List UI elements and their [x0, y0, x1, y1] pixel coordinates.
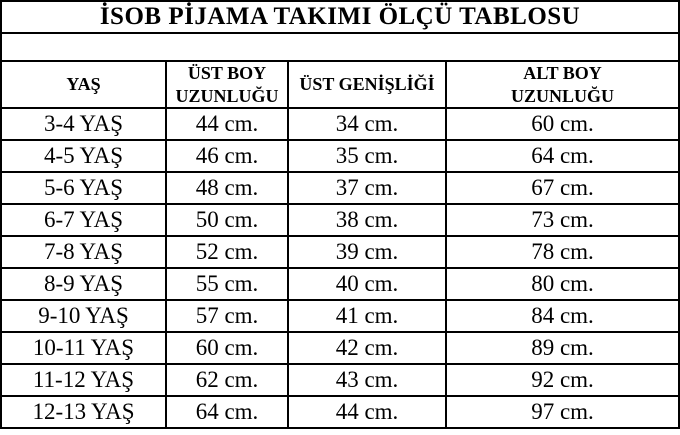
top-length-cell: 46 cm. [165, 139, 289, 173]
table-row: 9-10 YAŞ 57 cm. 41 cm. 84 cm. [0, 299, 680, 333]
top-width-cell: 38 cm. [287, 203, 447, 237]
top-length-cell: 62 cm. [165, 363, 289, 397]
top-width-cell: 40 cm. [287, 267, 447, 301]
column-header-label: YAŞ [66, 74, 101, 95]
column-header-label: ÜST GENİŞLİĞİ [299, 74, 435, 95]
bottom-length-cell: 92 cm. [444, 363, 680, 397]
bottom-length-cell: 97 cm. [444, 395, 680, 429]
column-header-ust-genisligi: ÜST GENİŞLİĞİ [287, 60, 447, 109]
table-row: 5-6 YAŞ 48 cm. 37 cm. 67 cm. [0, 171, 680, 205]
table-header-row: YAŞ ÜST BOY UZUNLUĞU ÜST GENİŞLİĞİ ALT B… [0, 60, 680, 109]
column-header-alt-boy-uzunlugu: ALT BOY UZUNLUĞU [444, 60, 680, 109]
age-cell: 4-5 YAŞ [0, 139, 167, 173]
bottom-length-cell: 84 cm. [444, 299, 680, 333]
top-width-cell: 39 cm. [287, 235, 447, 269]
empty-spacer-row [0, 32, 680, 62]
top-length-cell: 60 cm. [165, 331, 289, 365]
column-header-ust-boy-uzunlugu: ÜST BOY UZUNLUĞU [165, 60, 289, 109]
age-cell: 5-6 YAŞ [0, 171, 167, 205]
age-cell: 6-7 YAŞ [0, 203, 167, 237]
table-row: 4-5 YAŞ 46 cm. 35 cm. 64 cm. [0, 139, 680, 173]
column-header-yas: YAŞ [0, 60, 167, 109]
table-row: 12-13 YAŞ 64 cm. 44 cm. 97 cm. [0, 395, 680, 429]
bottom-length-cell: 78 cm. [444, 235, 680, 269]
top-width-cell: 35 cm. [287, 139, 447, 173]
age-cell: 10-11 YAŞ [0, 331, 167, 365]
table-row: 8-9 YAŞ 55 cm. 40 cm. 80 cm. [0, 267, 680, 301]
bottom-length-cell: 67 cm. [444, 171, 680, 205]
age-cell: 9-10 YAŞ [0, 299, 167, 333]
top-length-cell: 55 cm. [165, 267, 289, 301]
top-width-cell: 37 cm. [287, 171, 447, 205]
bottom-length-cell: 64 cm. [444, 139, 680, 173]
bottom-length-cell: 60 cm. [444, 107, 680, 141]
top-length-cell: 44 cm. [165, 107, 289, 141]
bottom-length-cell: 73 cm. [444, 203, 680, 237]
table-row: 6-7 YAŞ 50 cm. 38 cm. 73 cm. [0, 203, 680, 237]
table-title-row: İSOB PİJAMA TAKIMI ÖLÇÜ TABLOSU [0, 0, 680, 34]
empty-spacer-cell [0, 32, 680, 62]
age-cell: 12-13 YAŞ [0, 395, 167, 429]
top-width-cell: 44 cm. [287, 395, 447, 429]
top-width-cell: 43 cm. [287, 363, 447, 397]
top-length-cell: 57 cm. [165, 299, 289, 333]
bottom-length-cell: 89 cm. [444, 331, 680, 365]
top-width-cell: 34 cm. [287, 107, 447, 141]
top-length-cell: 64 cm. [165, 395, 289, 429]
column-header-label: ÜST BOY UZUNLUĞU [175, 63, 279, 106]
table-row: 7-8 YAŞ 52 cm. 39 cm. 78 cm. [0, 235, 680, 269]
top-length-cell: 48 cm. [165, 171, 289, 205]
table-row: 3-4 YAŞ 44 cm. 34 cm. 60 cm. [0, 107, 680, 141]
top-length-cell: 52 cm. [165, 235, 289, 269]
age-cell: 11-12 YAŞ [0, 363, 167, 397]
bottom-length-cell: 80 cm. [444, 267, 680, 301]
top-length-cell: 50 cm. [165, 203, 289, 237]
age-cell: 7-8 YAŞ [0, 235, 167, 269]
table-row: 11-12 YAŞ 62 cm. 43 cm. 92 cm. [0, 363, 680, 397]
age-cell: 3-4 YAŞ [0, 107, 167, 141]
top-width-cell: 42 cm. [287, 331, 447, 365]
table-row: 10-11 YAŞ 60 cm. 42 cm. 89 cm. [0, 331, 680, 365]
age-cell: 8-9 YAŞ [0, 267, 167, 301]
column-header-label: ALT BOY UZUNLUĞU [511, 63, 615, 106]
top-width-cell: 41 cm. [287, 299, 447, 333]
table-title: İSOB PİJAMA TAKIMI ÖLÇÜ TABLOSU [0, 0, 680, 34]
